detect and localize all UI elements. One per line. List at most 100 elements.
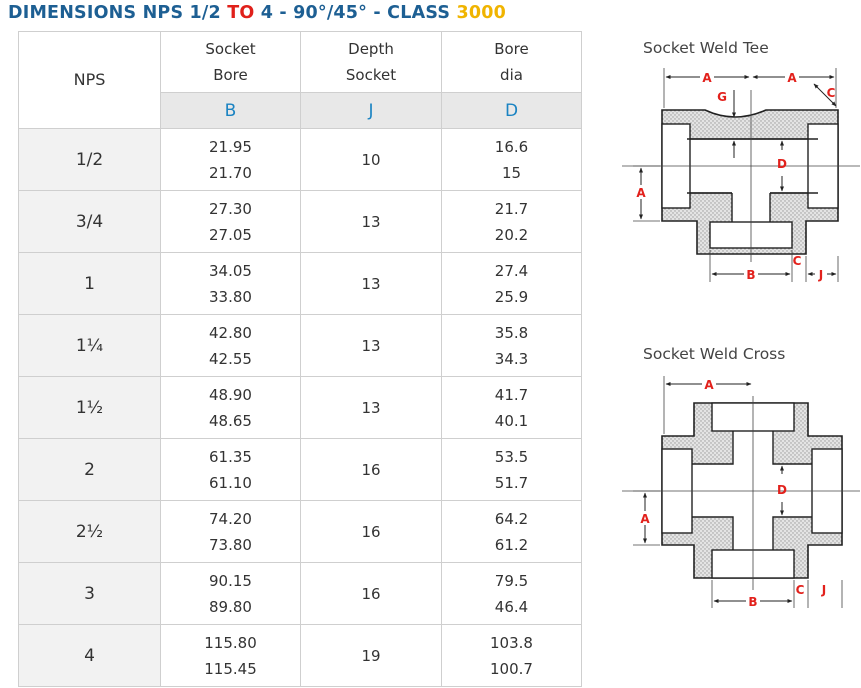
letter-d: D (441, 92, 582, 129)
value-max: 90.15 (209, 571, 252, 590)
depth-socket-cell: 19 (300, 624, 442, 687)
tee-label-a-top-right: A (787, 71, 797, 85)
tee-caption: Socket Weld Tee (643, 39, 769, 57)
value-min: 115.45 (204, 659, 257, 678)
letter-b: B (160, 92, 301, 129)
socket-bore-header-line1: Socket (205, 40, 256, 58)
tee-label-j: J (818, 268, 823, 282)
value: 3 (84, 583, 95, 604)
value-min: 33.80 (209, 287, 252, 306)
value: 1¼ (75, 335, 104, 356)
table-row: 1/2 21.95 21.70 10 16.6 15 (18, 128, 582, 191)
value-max: 34.05 (209, 261, 252, 280)
value: 1½ (75, 397, 104, 418)
bore-dia-cell: 53.5 51.7 (441, 438, 582, 501)
value: 16 (361, 460, 381, 479)
tee-drawing: A A C G D A B C J (622, 68, 860, 282)
value-min: 34.3 (494, 349, 529, 368)
tee-label-c-top: C (827, 86, 836, 100)
depth-socket-cell: 13 (300, 314, 442, 377)
nps-cell: 3/4 (18, 190, 161, 253)
value-min: 27.05 (209, 225, 252, 244)
tee-label-a-top-left: A (702, 71, 712, 85)
socket-bore-cell: 48.90 48.65 (160, 376, 301, 439)
title-part-2: TO (227, 3, 255, 23)
cross-label-b: B (748, 595, 757, 609)
depth-socket-cell: 16 (300, 500, 442, 563)
value-max: 115.80 (204, 633, 257, 652)
socket-bore-header: Socket Bore (160, 31, 301, 93)
depth-socket-header-line2: Socket (345, 66, 397, 84)
value-min: 25.9 (494, 287, 529, 306)
table-row: 2½ 74.20 73.80 16 64.2 61.2 (18, 500, 582, 563)
socket-bore-header-line2: Bore (213, 66, 248, 84)
nps-cell: 1/2 (18, 128, 161, 191)
depth-socket-cell: 16 (300, 438, 442, 501)
value: 13 (361, 336, 381, 355)
value: 1/2 (75, 149, 104, 170)
nps-cell: 2 (18, 438, 161, 501)
nps-header: NPS (18, 31, 161, 129)
nps-cell: 1¼ (18, 314, 161, 377)
value: 19 (361, 646, 381, 665)
value: 1 (84, 273, 95, 294)
value: 13 (361, 398, 381, 417)
value: 10 (361, 150, 381, 169)
value-max: 27.30 (209, 199, 252, 218)
bore-dia-cell: 27.4 25.9 (441, 252, 582, 315)
tee-label-g: G (717, 90, 727, 104)
value-min: 51.7 (494, 473, 529, 492)
bore-dia-cell: 103.8 100.7 (441, 624, 582, 687)
tee-label-d: D (777, 157, 787, 171)
nps-cell: 2½ (18, 500, 161, 563)
value-min: 40.1 (494, 411, 529, 430)
value-max: 35.8 (494, 323, 529, 342)
value: 13 (361, 212, 381, 231)
table-row: 4 115.80 115.45 19 103.8 100.7 (18, 624, 582, 687)
table-row: 1½ 48.90 48.65 13 41.7 40.1 (18, 376, 582, 439)
value-min: 73.80 (209, 535, 252, 554)
value-min: 48.65 (209, 411, 252, 430)
socket-bore-cell: 61.35 61.10 (160, 438, 301, 501)
value: 16 (361, 584, 381, 603)
cross-label-c: C (796, 583, 805, 597)
page-title: DIMENSIONS NPS 1/2 TO 4 - 90°/45° - CLAS… (8, 3, 506, 23)
cross-drawing: A D A B C J (622, 376, 860, 609)
title-part-1: DIMENSIONS NPS 1/2 (8, 3, 228, 23)
tee-label-a-side: A (636, 186, 646, 200)
socket-bore-cell: 42.80 42.55 (160, 314, 301, 377)
table-row: 1¼ 42.80 42.55 13 35.8 34.3 (18, 314, 582, 377)
bore-dia-cell: 16.6 15 (441, 128, 582, 191)
value-min: 89.80 (209, 597, 252, 616)
title-part-3: 4 - 90°/45° - CLASS (254, 3, 457, 23)
value-max: 42.80 (209, 323, 252, 342)
value-max: 64.2 (494, 509, 529, 528)
value-max: 53.5 (494, 447, 529, 466)
value-min: 46.4 (494, 597, 529, 616)
nps-cell: 1 (18, 252, 161, 315)
bore-dia-cell: 21.7 20.2 (441, 190, 582, 253)
cross-label-j: J (821, 583, 826, 597)
depth-socket-cell: 13 (300, 376, 442, 439)
cross-label-a-top: A (704, 378, 714, 392)
socket-bore-cell: 27.30 27.05 (160, 190, 301, 253)
value-max: 41.7 (494, 385, 529, 404)
cross-label-a-side: A (640, 512, 650, 526)
value-max: 16.6 (494, 137, 529, 156)
socket-bore-cell: 90.15 89.80 (160, 562, 301, 625)
letter-j: J (300, 92, 442, 129)
value: 4 (84, 645, 95, 666)
title-part-4: 3000 (456, 3, 506, 23)
bore-dia-header-line2: dia (500, 66, 523, 84)
value-max: 61.35 (209, 447, 252, 466)
value: 13 (361, 274, 381, 293)
value-max: 79.5 (494, 571, 529, 590)
value-max: 21.95 (209, 137, 252, 156)
value-min: 61.2 (494, 535, 529, 554)
table-row: 1 34.05 33.80 13 27.4 25.9 (18, 252, 582, 315)
dimensions-table: NPS Socket Bore Depth Socket Bore dia B J D… (18, 31, 582, 687)
value: 3/4 (75, 211, 104, 232)
table-row: 2 61.35 61.10 16 53.5 51.7 (18, 438, 582, 501)
bore-dia-cell: 35.8 34.3 (441, 314, 582, 377)
